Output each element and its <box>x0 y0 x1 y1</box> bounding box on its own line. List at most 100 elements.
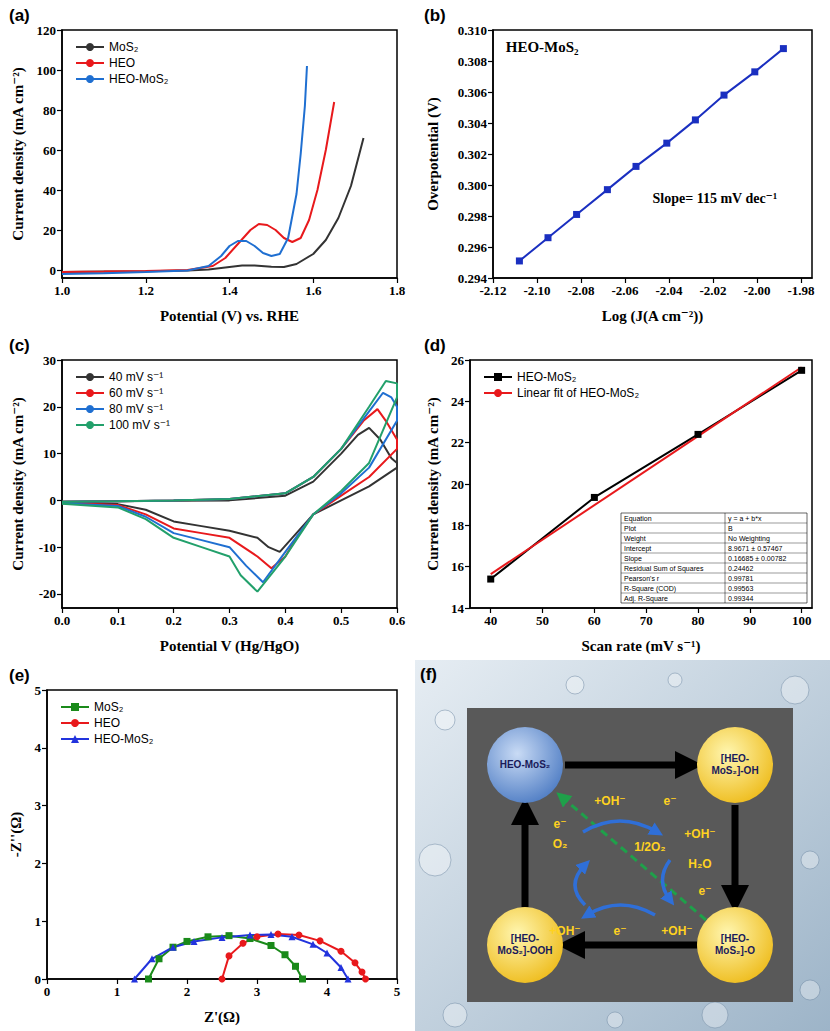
svg-text:Slope: Slope <box>624 555 642 563</box>
svg-text:20: 20 <box>43 223 56 238</box>
svg-text:30: 30 <box>43 353 56 368</box>
svg-text:80 mV s⁻¹: 80 mV s⁻¹ <box>109 402 163 416</box>
svg-text:0.99781: 0.99781 <box>728 575 753 582</box>
svg-text:80: 80 <box>692 613 705 628</box>
svg-text:16: 16 <box>451 559 465 574</box>
svg-text:MoS₂: MoS₂ <box>94 700 124 714</box>
svg-text:Intercept: Intercept <box>624 545 651 553</box>
svg-text:Residual Sum of Squares: Residual Sum of Squares <box>624 565 704 573</box>
svg-text:Potential V (Hg/HgO): Potential V (Hg/HgO) <box>160 638 299 655</box>
svg-text:4: 4 <box>324 984 331 999</box>
svg-text:HEO-MoS₂: HEO-MoS₂ <box>506 39 579 55</box>
svg-text:-2.12: -2.12 <box>479 283 506 298</box>
svg-text:-1.98: -1.98 <box>787 283 815 298</box>
svg-text:Plot: Plot <box>624 525 636 532</box>
svg-text:0.3: 0.3 <box>221 613 238 628</box>
svg-text:1.0: 1.0 <box>54 283 70 298</box>
svg-text:MoS₂: MoS₂ <box>109 40 139 54</box>
svg-text:14: 14 <box>451 601 465 616</box>
svg-text:90: 90 <box>743 613 756 628</box>
svg-text:0.308: 0.308 <box>458 54 488 69</box>
svg-text:24: 24 <box>451 394 465 409</box>
svg-text:(b): (b) <box>424 6 446 25</box>
svg-text:Current density (mA cm⁻²): Current density (mA cm⁻²) <box>10 67 27 240</box>
svg-text:1: 1 <box>114 984 121 999</box>
svg-text:5: 5 <box>35 683 42 698</box>
svg-text:-Z''(Ω): -Z''(Ω) <box>8 812 25 857</box>
svg-text:0.5: 0.5 <box>333 613 350 628</box>
svg-text:-20: -20 <box>39 586 56 601</box>
svg-text:+OH⁻: +OH⁻ <box>594 794 625 808</box>
svg-text:e⁻: e⁻ <box>553 817 566 831</box>
svg-text:HEO-MoS₂: HEO-MoS₂ <box>94 732 154 746</box>
svg-text:y = a + b*x: y = a + b*x <box>728 515 762 523</box>
svg-text:-2.02: -2.02 <box>699 283 726 298</box>
svg-text:0.300: 0.300 <box>458 178 487 193</box>
svg-text:MoS₂]-OH: MoS₂]-OH <box>711 765 758 776</box>
svg-text:26: 26 <box>451 353 465 368</box>
svg-text:e⁻: e⁻ <box>698 884 711 898</box>
svg-text:1.6: 1.6 <box>305 283 322 298</box>
svg-text:Current density (mA cm⁻²): Current density (mA cm⁻²) <box>10 397 27 570</box>
svg-text:MoS₂]-OOH: MoS₂]-OOH <box>498 945 553 956</box>
svg-text:-2.00: -2.00 <box>743 283 770 298</box>
svg-text:1.4: 1.4 <box>221 283 238 298</box>
svg-text:2: 2 <box>184 984 191 999</box>
svg-text:Adj. R-Square: Adj. R-Square <box>624 595 668 603</box>
svg-text:50: 50 <box>536 613 549 628</box>
svg-text:(a): (a) <box>9 6 30 25</box>
svg-text:70: 70 <box>640 613 653 628</box>
svg-text:Potential (V) vs. RHE: Potential (V) vs. RHE <box>160 308 299 325</box>
svg-text:40: 40 <box>484 613 497 628</box>
svg-text:100 mV s⁻¹: 100 mV s⁻¹ <box>109 418 170 432</box>
svg-text:-2.08: -2.08 <box>567 283 595 298</box>
svg-text:Overpotential (V): Overpotential (V) <box>425 97 442 211</box>
svg-text:22: 22 <box>451 435 464 450</box>
svg-text:0.296: 0.296 <box>458 240 488 255</box>
svg-text:10: 10 <box>43 446 56 461</box>
svg-text:-2.06: -2.06 <box>611 283 639 298</box>
svg-text:0.24462: 0.24462 <box>728 565 753 572</box>
svg-text:60: 60 <box>43 143 56 158</box>
svg-text:100: 100 <box>37 63 57 78</box>
svg-text:[HEO-: [HEO- <box>721 753 749 764</box>
svg-text:Log (J(A cm⁻²)): Log (J(A cm⁻²)) <box>602 308 704 325</box>
svg-text:0.302: 0.302 <box>458 147 487 162</box>
svg-text:3: 3 <box>254 984 261 999</box>
svg-text:0.304: 0.304 <box>458 116 488 131</box>
svg-text:HEO: HEO <box>109 56 135 70</box>
svg-text:+OH⁻: +OH⁻ <box>661 924 692 938</box>
svg-text:0.99563: 0.99563 <box>728 585 753 592</box>
svg-text:(f): (f) <box>420 665 437 684</box>
svg-text:O₂: O₂ <box>553 837 568 851</box>
svg-text:-2.04: -2.04 <box>655 283 683 298</box>
svg-text:B: B <box>728 525 733 532</box>
svg-text:20: 20 <box>451 477 464 492</box>
svg-text:0: 0 <box>50 263 57 278</box>
svg-text:0.99344: 0.99344 <box>728 595 753 602</box>
svg-text:60 mV s⁻¹: 60 mV s⁻¹ <box>109 386 163 400</box>
svg-text:100: 100 <box>792 613 812 628</box>
svg-text:[HEO-: [HEO- <box>721 933 749 944</box>
svg-text:0.1: 0.1 <box>110 613 126 628</box>
svg-text:80: 80 <box>43 103 56 118</box>
svg-text:60: 60 <box>588 613 601 628</box>
svg-text:No Weighting: No Weighting <box>728 535 770 543</box>
svg-text:2: 2 <box>35 856 42 871</box>
svg-text:HEO: HEO <box>94 716 120 730</box>
svg-text:8.9671 ± 0.57467: 8.9671 ± 0.57467 <box>728 545 783 552</box>
svg-text:+OH⁻: +OH⁻ <box>549 924 580 938</box>
svg-text:-10: -10 <box>39 540 56 555</box>
svg-text:1: 1 <box>35 914 42 929</box>
svg-text:0.310: 0.310 <box>458 23 487 38</box>
svg-text:0.6: 0.6 <box>389 613 406 628</box>
svg-text:MoS₂]-O: MoS₂]-O <box>715 945 755 956</box>
svg-text:Linear fit of HEO-MoS₂: Linear fit of HEO-MoS₂ <box>517 386 639 400</box>
svg-text:0: 0 <box>50 493 57 508</box>
svg-text:(c): (c) <box>9 336 30 355</box>
svg-text:0: 0 <box>35 972 42 987</box>
svg-text:1.2: 1.2 <box>138 283 154 298</box>
svg-text:Scan rate (mV s⁻¹): Scan rate (mV s⁻¹) <box>581 638 700 655</box>
svg-text:1.8: 1.8 <box>389 283 406 298</box>
svg-text:5: 5 <box>394 984 401 999</box>
